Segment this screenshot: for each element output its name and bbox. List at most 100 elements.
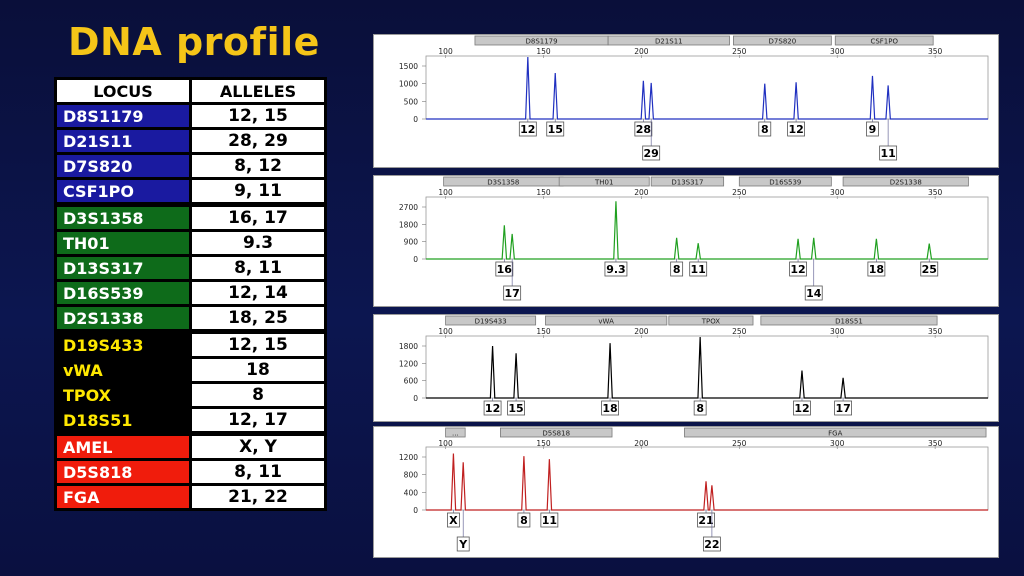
x-tick-label: 100	[438, 439, 453, 448]
y-tick-label: 1200	[399, 359, 418, 368]
locus-bar	[558, 176, 650, 187]
alleles-cell: 8, 12	[192, 155, 324, 177]
peak-label-box	[495, 261, 514, 277]
locus-bar-label: D3S1358	[487, 179, 519, 187]
epg-panel-4: ... D5S818 FGA 100 150 200 250 300 350 1200 800 400…	[373, 426, 999, 558]
peak-label: 22	[704, 538, 719, 551]
peak-label: 28	[636, 123, 651, 136]
x-tick-label: 100	[438, 327, 453, 336]
peak-label-box	[634, 121, 653, 137]
peak-label-box	[789, 261, 807, 277]
peak-label-box	[702, 536, 721, 552]
alleles-cell: 9, 11	[192, 180, 324, 202]
locus-bar	[738, 176, 832, 187]
locus-cell: D21S11	[57, 130, 189, 152]
peak-label: 18	[602, 402, 617, 415]
locus-bar	[760, 315, 938, 326]
trace-line	[426, 453, 988, 511]
locus-cell: AMEL	[57, 434, 189, 458]
locus-cell: vWA	[57, 359, 189, 381]
peak-label: 11	[691, 263, 706, 276]
table-row: D8S1179 12, 15	[57, 105, 324, 127]
locus-bar-label: vWA	[598, 318, 614, 326]
peak-label-box	[540, 512, 559, 528]
peak-label-box	[670, 261, 684, 277]
x-tick-label: 300	[830, 188, 845, 197]
table-row: D7S820 8, 12	[57, 155, 324, 177]
x-tick-label: 100	[438, 188, 453, 197]
peak-label: 11	[542, 514, 557, 527]
locus-bar	[733, 35, 832, 46]
panel-frame	[373, 175, 999, 307]
locus-cell: D2S1338	[57, 307, 189, 329]
peak-label-box	[787, 121, 805, 137]
locus-bar	[668, 315, 754, 326]
epg-panel-2: D3S1358 TH01 D13S317 D16S539 D2S1338 100 150 20…	[373, 175, 999, 307]
locus-cell: D13S317	[57, 257, 189, 279]
peak-label-box	[866, 121, 879, 137]
x-tick-label: 150	[536, 188, 551, 197]
table-row: D5S818 8, 11	[57, 461, 324, 483]
locus-bar	[684, 427, 987, 438]
x-tick-label: 200	[634, 439, 649, 448]
y-tick-label: 1500	[399, 62, 418, 71]
locus-bar-label: CSF1PO	[870, 38, 898, 46]
table-row: D21S11 28, 29	[57, 130, 324, 152]
x-tick-label: 150	[536, 47, 551, 56]
locus-bar-label: D8S1179	[525, 38, 557, 46]
x-tick-label: 250	[732, 47, 747, 56]
x-tick-label: 250	[732, 439, 747, 448]
peak-label-box	[793, 400, 811, 416]
locus-bar	[650, 176, 725, 187]
peak-label: 8	[696, 402, 704, 415]
alleles-cell: X, Y	[192, 434, 324, 458]
peak-label-box	[601, 400, 619, 416]
header-locus: LOCUS	[57, 80, 189, 102]
x-tick-label: 350	[928, 439, 943, 448]
peak-label-box	[879, 145, 898, 161]
table-body: D8S1179 12, 15 D21S11 28, 29 D7S820 8, 12 CSF1…	[57, 105, 324, 508]
table-row: CSF1PO 9, 11	[57, 180, 324, 202]
peak-label: 12	[520, 123, 535, 136]
table-row: D16S539 12, 14	[57, 282, 324, 304]
peak-label: 9.3	[606, 263, 626, 276]
y-tick-label: 1800	[399, 342, 418, 351]
alleles-cell: 12, 14	[192, 282, 324, 304]
y-tick-label: 800	[404, 471, 419, 480]
table-row: D13S317 8, 11	[57, 257, 324, 279]
locus-bar-label: TH01	[594, 179, 613, 187]
alleles-cell: 28, 29	[192, 130, 324, 152]
alleles-cell: 18	[192, 359, 324, 381]
x-tick-label: 250	[732, 188, 747, 197]
peak-label: 25	[922, 263, 937, 276]
panel-frame	[373, 34, 999, 168]
y-tick-label: 0	[413, 255, 418, 264]
peak-label-box	[758, 121, 772, 137]
locus-bar-label: D7S820	[769, 38, 797, 46]
header-alleles: ALLELES	[192, 80, 324, 102]
peak-label-box	[456, 536, 470, 552]
x-tick-label: 300	[830, 327, 845, 336]
peak-label: 9	[869, 123, 877, 136]
peak-label-box	[697, 512, 715, 528]
x-tick-label: 200	[634, 188, 649, 197]
alleles-cell: 21, 22	[192, 486, 324, 508]
peak-label: 21	[698, 514, 713, 527]
table-row: TH01 9.3	[57, 232, 324, 254]
peak-label: 17	[835, 402, 850, 415]
locus-bar	[500, 427, 613, 438]
table-row: D19S433 12, 15	[57, 332, 324, 356]
peak-label-box	[447, 512, 460, 528]
peak-label-box	[503, 285, 522, 301]
trace-line	[426, 56, 988, 120]
locus-bar	[842, 176, 969, 187]
peak-label: 8	[761, 123, 769, 136]
peak-label-box	[834, 400, 852, 416]
x-tick-label: 200	[634, 327, 649, 336]
plot-area	[425, 446, 989, 511]
alleles-cell: 18, 25	[192, 307, 324, 329]
peak-label: 12	[794, 402, 809, 415]
alleles-cell: 12, 15	[192, 105, 324, 127]
locus-bar	[834, 35, 934, 46]
